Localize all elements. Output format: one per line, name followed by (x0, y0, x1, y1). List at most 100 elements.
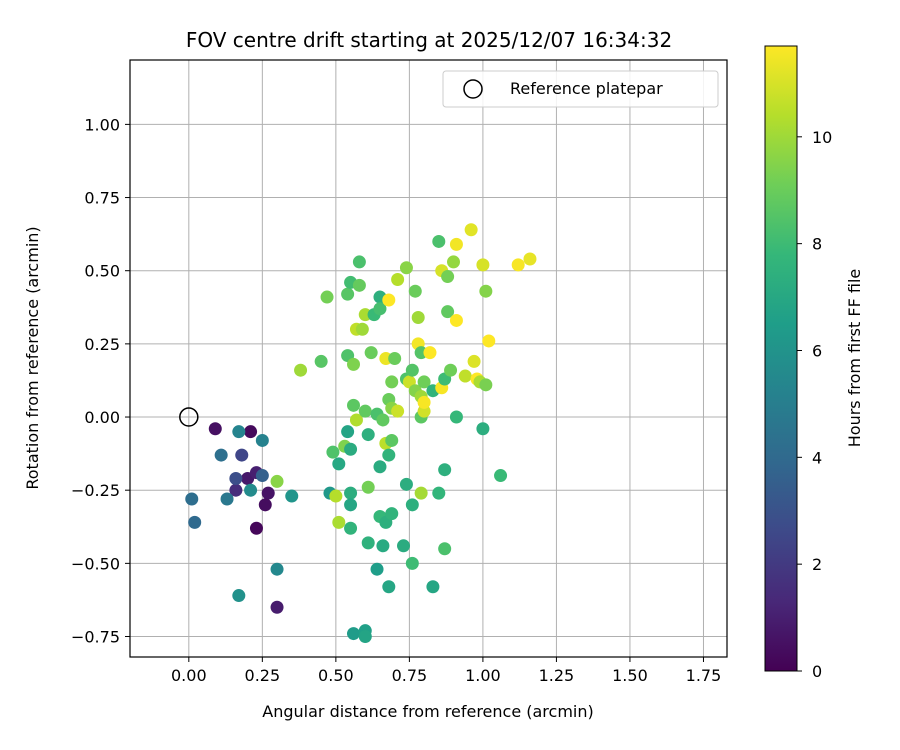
data-point (411, 311, 425, 325)
colorbar-tick-label: 8 (812, 235, 822, 254)
data-point (449, 313, 463, 327)
data-point (479, 378, 493, 392)
data-point (332, 515, 346, 529)
data-point (285, 489, 299, 503)
scatter-series (185, 223, 537, 644)
plot-area (129, 59, 728, 658)
data-point (294, 363, 308, 377)
data-point (344, 486, 358, 500)
data-point (244, 483, 258, 497)
plot-frame (129, 59, 728, 658)
data-point (270, 562, 284, 576)
data-point (347, 398, 361, 412)
data-point (476, 258, 490, 272)
data-point (464, 223, 478, 237)
data-point (417, 395, 431, 409)
data-point (270, 600, 284, 614)
x-tick-label: 0.00 (171, 666, 207, 685)
data-point (408, 284, 422, 298)
data-point (511, 258, 525, 272)
data-point (432, 486, 446, 500)
data-point (314, 354, 328, 368)
data-point (373, 302, 387, 316)
data-point (376, 413, 390, 427)
y-tick-label: 0.25 (84, 335, 120, 354)
data-point (361, 428, 375, 442)
y-tick-label: −0.75 (71, 628, 120, 647)
data-point (432, 234, 446, 248)
data-point (405, 498, 419, 512)
data-point (258, 498, 272, 512)
data-point (255, 433, 269, 447)
y-tick-label: 0.00 (84, 408, 120, 427)
data-point (355, 322, 369, 336)
data-point (229, 483, 243, 497)
colorbar-label: Hours from first FF file (845, 269, 864, 448)
data-point (405, 556, 419, 570)
colorbar-gradient (764, 45, 798, 672)
chart-title: FOV centre drift starting at 2025/12/07 … (186, 28, 672, 52)
data-point (494, 469, 508, 483)
data-point (405, 363, 419, 377)
data-point (232, 425, 246, 439)
data-point (235, 448, 249, 462)
x-tick-label: 1.50 (612, 666, 648, 685)
x-gridlines (188, 60, 704, 657)
data-point (397, 539, 411, 553)
legend-box (442, 70, 719, 108)
legend-marker (463, 79, 483, 99)
data-point (438, 463, 452, 477)
data-point (326, 445, 340, 459)
data-point (385, 433, 399, 447)
data-point (332, 457, 346, 471)
colorbar-ticks: 0 2 4 6 8 10 (797, 128, 832, 681)
data-point (349, 413, 363, 427)
colorbar-tick-label: 10 (812, 128, 832, 147)
data-point (385, 375, 399, 389)
y-axis-ticks: −0.75 −0.50 −0.25 0.00 0.25 0.50 0.75 1.00 (71, 115, 130, 647)
data-point (467, 354, 481, 368)
data-point (358, 630, 372, 644)
data-point (347, 357, 361, 371)
x-tick-label: 1.25 (539, 666, 575, 685)
data-point (208, 422, 222, 436)
y-tick-label: −0.25 (71, 481, 120, 500)
data-point (382, 448, 396, 462)
legend-label: Reference platepar (510, 79, 663, 98)
data-point (482, 334, 496, 348)
data-point (385, 507, 399, 521)
data-point (329, 489, 343, 503)
data-point (376, 539, 390, 553)
y-tick-label: 0.75 (84, 189, 120, 208)
data-point (352, 255, 366, 269)
data-point (361, 536, 375, 550)
data-point (479, 284, 493, 298)
data-point (229, 471, 243, 485)
colorbar-tick-label: 0 (812, 662, 822, 681)
data-point (458, 369, 472, 383)
data-point (449, 237, 463, 251)
data-point (220, 492, 234, 506)
data-point (249, 521, 263, 535)
data-point (341, 425, 355, 439)
data-point (214, 448, 228, 462)
data-point (382, 580, 396, 594)
data-point (344, 498, 358, 512)
data-point (244, 425, 258, 439)
data-point (523, 252, 537, 266)
data-point (399, 477, 413, 491)
data-point (388, 352, 402, 365)
colorbar-tick-label: 4 (812, 448, 822, 467)
y-tick-label: −0.50 (71, 554, 120, 573)
data-point (347, 627, 361, 641)
data-point (444, 363, 458, 377)
data-point (382, 293, 396, 307)
x-tick-label: 0.50 (318, 666, 354, 685)
data-point (373, 460, 387, 474)
legend: Reference platepar (442, 70, 719, 108)
data-point (344, 442, 358, 456)
y-tick-label: 1.00 (84, 115, 120, 134)
data-point (232, 589, 246, 603)
reference-platepar-marker (179, 407, 199, 427)
